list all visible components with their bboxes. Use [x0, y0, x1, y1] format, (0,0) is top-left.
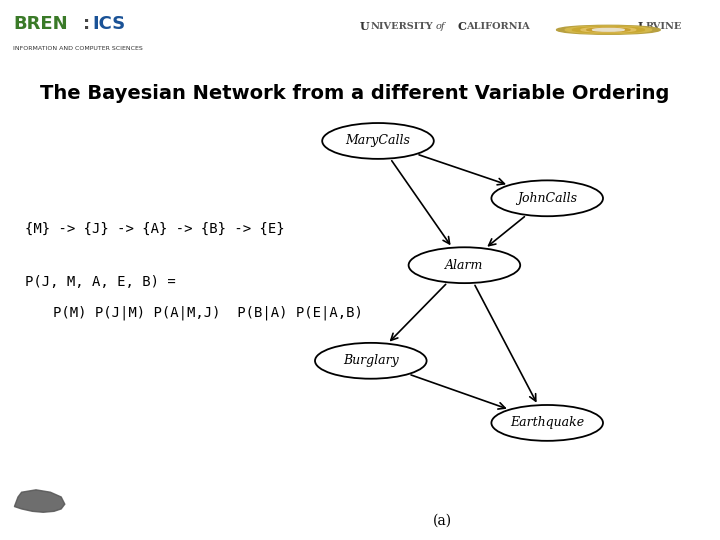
- Text: U: U: [360, 21, 369, 31]
- Circle shape: [572, 26, 644, 33]
- Text: ICS: ICS: [92, 15, 125, 32]
- Text: The Bayesian Network from a different Variable Ordering: The Bayesian Network from a different Va…: [40, 84, 669, 103]
- Ellipse shape: [315, 343, 426, 379]
- Circle shape: [587, 28, 630, 32]
- Ellipse shape: [409, 247, 521, 283]
- Text: of: of: [436, 22, 445, 31]
- Text: JohnCalls: JohnCalls: [517, 192, 577, 205]
- Text: RVINE: RVINE: [645, 22, 682, 31]
- Ellipse shape: [492, 180, 603, 216]
- Circle shape: [565, 26, 652, 33]
- Text: I: I: [637, 21, 642, 31]
- Ellipse shape: [323, 123, 433, 159]
- Text: MaryCalls: MaryCalls: [346, 134, 410, 147]
- Text: {M} -> {J} -> {A} -> {B} -> {E}: {M} -> {J} -> {A} -> {B} -> {E}: [25, 222, 285, 236]
- Text: Alarm: Alarm: [445, 259, 484, 272]
- Text: BREN: BREN: [13, 15, 68, 32]
- Circle shape: [557, 25, 660, 34]
- Text: Burglary: Burglary: [343, 354, 399, 367]
- Text: NIVERSITY: NIVERSITY: [371, 22, 433, 31]
- Text: (a): (a): [433, 514, 452, 528]
- Ellipse shape: [492, 405, 603, 441]
- Text: Earthquake: Earthquake: [510, 416, 584, 429]
- Circle shape: [581, 28, 636, 32]
- Text: ALIFORNIA: ALIFORNIA: [467, 22, 531, 31]
- Text: P(J, M, A, E, B) =: P(J, M, A, E, B) =: [25, 275, 176, 289]
- Text: P(M) P(J|M) P(A|M,J)  P(B|A) P(E|A,B): P(M) P(J|M) P(A|M,J) P(B|A) P(E|A,B): [53, 306, 362, 320]
- Polygon shape: [14, 490, 65, 512]
- Text: INFORMATION AND COMPUTER SCIENCES: INFORMATION AND COMPUTER SCIENCES: [13, 46, 143, 51]
- Text: C: C: [457, 21, 466, 31]
- Text: :: :: [83, 15, 90, 32]
- Circle shape: [593, 29, 624, 31]
